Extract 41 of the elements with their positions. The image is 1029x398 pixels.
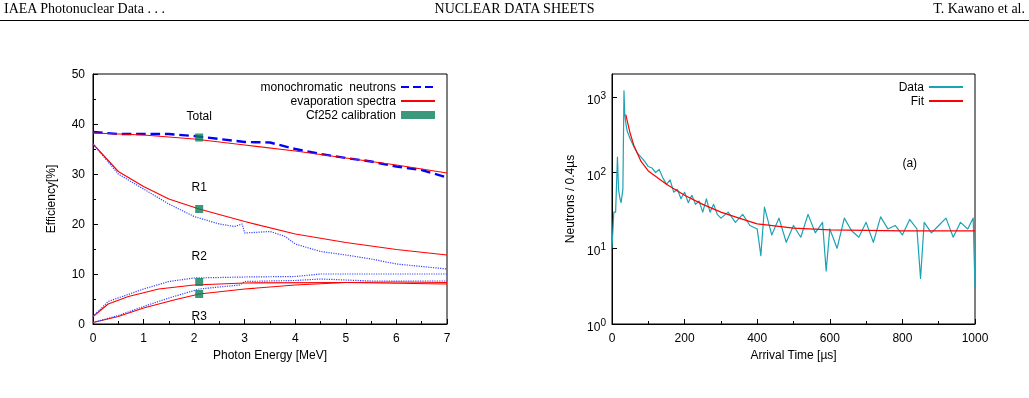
x-tick-label: 400: [747, 331, 768, 345]
annotation: R1: [191, 180, 208, 194]
text: IAEA Photonuclear Data . . .: [4, 1, 165, 16]
annotation: (a): [902, 155, 918, 170]
y-tick-label: 50: [71, 67, 86, 81]
text: NUCLEAR DATA SHEETS: [434, 1, 595, 16]
x-tick-label: 0: [89, 331, 97, 345]
x-tick-label: 200: [674, 331, 695, 345]
annotation: R3: [191, 309, 208, 323]
x-tick-label: 5: [342, 331, 350, 345]
x-tick-label: 6: [393, 331, 401, 345]
x-tick-label: 4: [291, 331, 299, 345]
y-tick-label: 10$^{0}$: [587, 317, 606, 334]
x-tick-label: 0: [608, 331, 616, 345]
annotation: Total: [186, 108, 212, 123]
x-axis-title: Photon Energy [MeV]: [212, 347, 328, 362]
y-tick-label: 40: [71, 117, 86, 131]
x-tick-label: 600: [819, 331, 841, 345]
x-tick-label: 2: [190, 331, 198, 345]
y-axis-title: Neutrons / 0.4µs: [563, 154, 577, 244]
y-tick-label: 20: [71, 217, 86, 231]
legend-label: Data: [898, 80, 925, 94]
x-tick-label: 1000: [961, 331, 989, 345]
y-tick-label: 10$^{1}$: [587, 241, 606, 259]
legend-label: monochromatic neutrons: [260, 80, 396, 94]
x-tick-label: 3: [241, 331, 249, 345]
y-tick-label: 10: [71, 267, 86, 281]
y-tick-label: 10$^{2}$: [587, 165, 606, 183]
legend-label: evaporation spectra: [290, 94, 397, 108]
y-tick-label: 30: [71, 167, 86, 181]
x-tick-label: 7: [443, 331, 451, 345]
legend-label: Fit: [910, 94, 925, 108]
y-tick-label: 0: [78, 317, 86, 331]
x-tick-label: 800: [892, 331, 913, 345]
text: T. Kawano et al.: [933, 1, 1025, 16]
y-axis-title: Efficiency[%]: [44, 164, 58, 234]
x-tick-label: 1: [140, 331, 148, 345]
legend-label: Cf252 calibration: [305, 108, 396, 122]
x-axis-title: Arrival Time [µs]: [750, 347, 837, 362]
annotation: R2: [191, 249, 208, 263]
y-tick-label: 10$^{3}$: [587, 89, 606, 107]
